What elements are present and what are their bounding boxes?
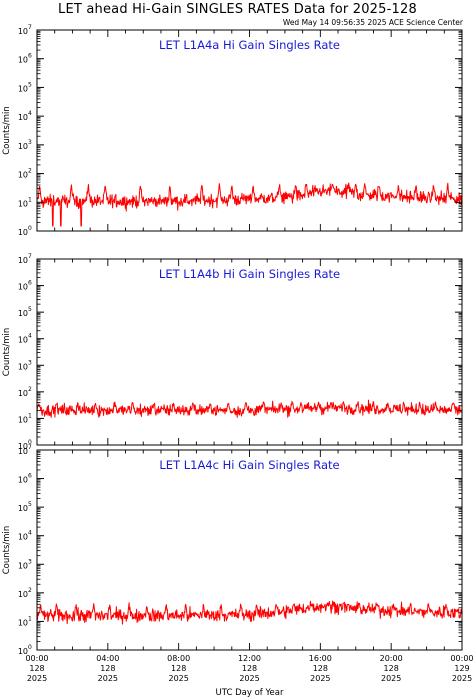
y-tick-label: 10 xyxy=(18,171,28,180)
x-tick-label: 00:00 xyxy=(450,654,473,663)
y-tick-exponent: 2 xyxy=(28,386,32,393)
y-axis-label-1: Counts/min xyxy=(2,106,12,155)
x-tick-label: 2025 xyxy=(239,674,259,683)
y-tick-exponent: 0 xyxy=(28,439,32,446)
y-tick-label: 10 xyxy=(18,533,28,542)
y-tick-exponent: 6 xyxy=(28,280,32,287)
y-tick-exponent: 4 xyxy=(28,530,32,537)
x-tick-label: 128 xyxy=(171,664,186,673)
y-tick-label: 10 xyxy=(18,415,28,424)
y-tick-exponent: 1 xyxy=(28,412,32,419)
panel-frame-2 xyxy=(36,258,463,446)
y-tick-label: 10 xyxy=(18,561,28,570)
y-tick-label: 10 xyxy=(18,618,28,627)
x-tick-label: 128 xyxy=(100,664,115,673)
panel-label-2: LET L1A4b Hi Gain Singles Rate xyxy=(159,267,340,281)
x-tick-label: 2025 xyxy=(98,674,118,683)
x-axis-label: UTC Day of Year xyxy=(216,688,284,698)
y-tick-exponent: 4 xyxy=(28,110,32,117)
y-tick-exponent: 3 xyxy=(28,139,32,146)
y-tick-exponent: 7 xyxy=(28,253,32,260)
y-tick-label: 10 xyxy=(18,447,28,456)
panel-label-1: LET L1A4a Hi Gain Singles Rate xyxy=(159,38,340,52)
rate-series-line-3 xyxy=(36,600,463,625)
y-tick-label: 10 xyxy=(18,389,28,398)
x-tick-label: 128 xyxy=(242,664,257,673)
x-tick-label: 16:00 xyxy=(309,654,332,663)
y-tick-label: 10 xyxy=(18,504,28,513)
x-tick-label: 2025 xyxy=(310,674,330,683)
y-tick-label: 10 xyxy=(18,256,28,265)
y-tick-exponent: 0 xyxy=(28,644,32,651)
y-tick-exponent: 5 xyxy=(28,501,32,508)
y-tick-label: 10 xyxy=(18,442,28,451)
y-tick-exponent: 7 xyxy=(28,444,32,451)
x-tick-label: 04:00 xyxy=(96,654,119,663)
panel-frame-1 xyxy=(36,29,463,232)
y-axis-label-3: Counts/min xyxy=(2,526,12,575)
y-axis-label-2: Counts/min xyxy=(2,328,12,377)
y-tick-exponent: 3 xyxy=(28,359,32,366)
y-tick-label: 10 xyxy=(18,647,28,656)
rate-series-line-1 xyxy=(36,182,463,227)
y-tick-label: 10 xyxy=(18,283,28,292)
chart-title: LET ahead Hi-Gain SINGLES RATES Data for… xyxy=(58,2,417,17)
x-tick-label: 12:00 xyxy=(238,654,261,663)
y-tick-label: 10 xyxy=(18,113,28,122)
x-tick-label: 20:00 xyxy=(380,654,403,663)
y-tick-exponent: 6 xyxy=(28,53,32,60)
x-tick-label: 08:00 xyxy=(167,654,190,663)
y-tick-label: 10 xyxy=(18,309,28,318)
y-tick-exponent: 6 xyxy=(28,473,32,480)
y-tick-exponent: 5 xyxy=(28,81,32,88)
y-tick-exponent: 1 xyxy=(28,615,32,622)
x-tick-label: 2025 xyxy=(27,674,47,683)
x-tick-label: 2025 xyxy=(168,674,188,683)
y-tick-label: 10 xyxy=(18,590,28,599)
y-tick-exponent: 5 xyxy=(28,306,32,313)
x-tick-label: 00:00 xyxy=(25,654,48,663)
x-tick-label: 128 xyxy=(29,664,44,673)
generation-timestamp: Wed May 14 09:56:35 2025 ACE Science Cen… xyxy=(282,18,463,27)
panel-label-3: LET L1A4c Hi Gain Singles Rate xyxy=(159,458,339,472)
x-tick-label: 2025 xyxy=(452,674,472,683)
x-tick-label: 128 xyxy=(384,664,399,673)
x-tick-label: 2025 xyxy=(381,674,401,683)
y-tick-label: 10 xyxy=(18,336,28,345)
y-tick-label: 10 xyxy=(18,142,28,151)
y-tick-exponent: 4 xyxy=(28,333,32,340)
y-tick-label: 10 xyxy=(18,199,28,208)
rate-series-line-2 xyxy=(36,399,463,418)
y-tick-label: 10 xyxy=(18,362,28,371)
y-tick-label: 10 xyxy=(18,228,28,237)
y-tick-label: 10 xyxy=(18,27,28,36)
y-tick-exponent: 3 xyxy=(28,558,32,565)
y-tick-exponent: 1 xyxy=(28,196,32,203)
y-tick-exponent: 7 xyxy=(28,24,32,31)
y-tick-label: 10 xyxy=(18,56,28,65)
y-tick-exponent: 2 xyxy=(28,168,32,175)
y-tick-label: 10 xyxy=(18,476,28,485)
x-tick-label: 128 xyxy=(313,664,328,673)
x-tick-label: 129 xyxy=(454,664,469,673)
y-tick-exponent: 2 xyxy=(28,587,32,594)
y-tick-label: 10 xyxy=(18,84,28,93)
y-tick-exponent: 0 xyxy=(28,225,32,232)
